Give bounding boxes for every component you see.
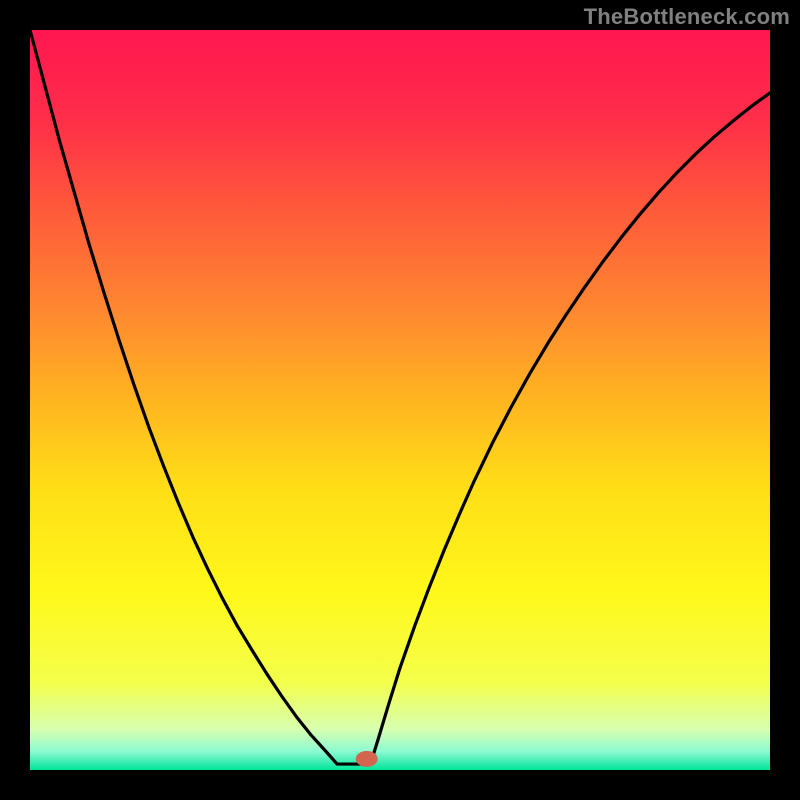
optimal-point-marker xyxy=(356,751,378,767)
bottleneck-chart xyxy=(0,0,800,800)
watermark-text: TheBottleneck.com xyxy=(584,4,790,30)
chart-container: TheBottleneck.com xyxy=(0,0,800,800)
